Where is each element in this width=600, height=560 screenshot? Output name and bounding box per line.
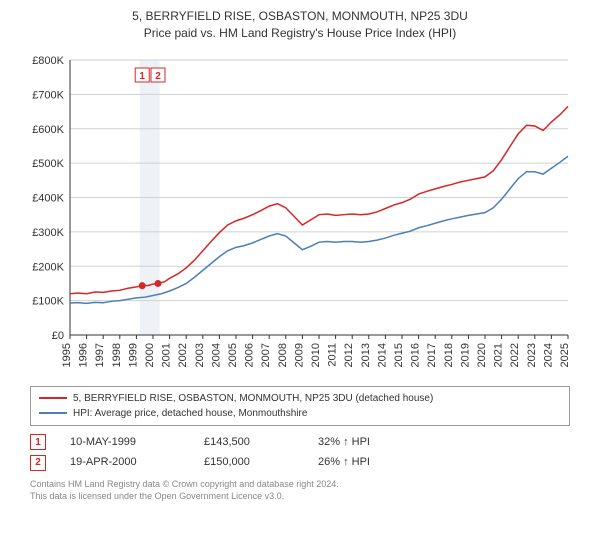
svg-text:2016: 2016 (410, 343, 422, 367)
sale-delta: 26% ↑ HPI (318, 452, 370, 473)
svg-text:£100K: £100K (32, 295, 64, 307)
svg-text:1998: 1998 (111, 343, 123, 367)
svg-text:2019: 2019 (459, 343, 471, 367)
svg-text:2008: 2008 (277, 343, 289, 367)
svg-text:£200K: £200K (32, 261, 64, 273)
svg-text:2009: 2009 (293, 343, 305, 367)
svg-text:2023: 2023 (526, 343, 538, 367)
title-line1: 5, BERRYFIELD RISE, OSBASTON, MONMOUTH, … (10, 8, 590, 25)
svg-text:2003: 2003 (194, 343, 206, 367)
svg-text:2011: 2011 (327, 343, 339, 367)
chart-title: 5, BERRYFIELD RISE, OSBASTON, MONMOUTH, … (10, 8, 590, 42)
svg-text:1999: 1999 (127, 343, 139, 367)
svg-text:2: 2 (155, 71, 161, 82)
svg-text:2007: 2007 (260, 343, 272, 367)
legend-row: HPI: Average price, detached house, Monm… (39, 406, 561, 421)
license-line1: Contains HM Land Registry data © Crown c… (30, 479, 570, 491)
svg-text:2004: 2004 (210, 343, 222, 367)
svg-text:2015: 2015 (393, 343, 405, 367)
line-chart: £0 £100K £200K £300K £400K £500K £600K £700K £80… (20, 50, 580, 380)
svg-text:2002: 2002 (177, 343, 189, 367)
svg-text:£700K: £700K (32, 89, 64, 101)
svg-text:2020: 2020 (476, 343, 488, 367)
svg-text:£500K: £500K (32, 158, 64, 170)
svg-text:£0: £0 (52, 330, 64, 342)
svg-text:£300K: £300K (32, 226, 64, 238)
svg-text:2018: 2018 (443, 343, 455, 367)
svg-text:2006: 2006 (244, 343, 256, 367)
legend-label: HPI: Average price, detached house, Monm… (73, 406, 307, 421)
svg-text:1995: 1995 (61, 343, 73, 367)
svg-text:2012: 2012 (343, 343, 355, 367)
sale-price: £150,000 (204, 452, 294, 473)
svg-text:2025: 2025 (559, 343, 571, 367)
svg-text:2014: 2014 (376, 343, 388, 367)
sale-delta: 32% ↑ HPI (318, 432, 370, 453)
svg-text:2000: 2000 (144, 343, 156, 367)
sale-date: 19-APR-2000 (70, 452, 180, 473)
svg-text:£400K: £400K (32, 192, 64, 204)
title-line2: Price paid vs. HM Land Registry's House … (10, 25, 590, 42)
svg-text:£600K: £600K (32, 123, 64, 135)
svg-text:2022: 2022 (509, 343, 521, 367)
legend-swatch (39, 412, 67, 414)
svg-text:1997: 1997 (94, 343, 106, 367)
legend-swatch (39, 397, 67, 399)
sale-price: £143,500 (204, 432, 294, 453)
svg-text:2013: 2013 (360, 343, 372, 367)
sale-row: 1 10-MAY-1999 £143,500 32% ↑ HPI (30, 432, 570, 453)
svg-text:2001: 2001 (161, 343, 173, 367)
sale-row: 2 19-APR-2000 £150,000 26% ↑ HPI (30, 452, 570, 473)
svg-text:£800K: £800K (32, 55, 64, 67)
sale-date: 10-MAY-1999 (70, 432, 180, 453)
svg-text:2017: 2017 (426, 343, 438, 367)
svg-text:2021: 2021 (493, 343, 505, 367)
sale-marker: 1 (30, 434, 46, 450)
license-text: Contains HM Land Registry data © Crown c… (30, 479, 570, 502)
svg-text:1: 1 (139, 71, 145, 82)
svg-text:1996: 1996 (78, 343, 90, 367)
svg-text:2010: 2010 (310, 343, 322, 367)
sale-marker: 2 (30, 455, 46, 471)
svg-text:2024: 2024 (542, 343, 554, 367)
legend: 5, BERRYFIELD RISE, OSBASTON, MONMOUTH, … (30, 386, 570, 426)
license-line2: This data is licensed under the Open Gov… (30, 491, 570, 503)
svg-text:2005: 2005 (227, 343, 239, 367)
legend-row: 5, BERRYFIELD RISE, OSBASTON, MONMOUTH, … (39, 391, 561, 406)
legend-label: 5, BERRYFIELD RISE, OSBASTON, MONMOUTH, … (73, 391, 433, 406)
sales-table: 1 10-MAY-1999 £143,500 32% ↑ HPI 2 19-APR-200… (30, 432, 570, 474)
